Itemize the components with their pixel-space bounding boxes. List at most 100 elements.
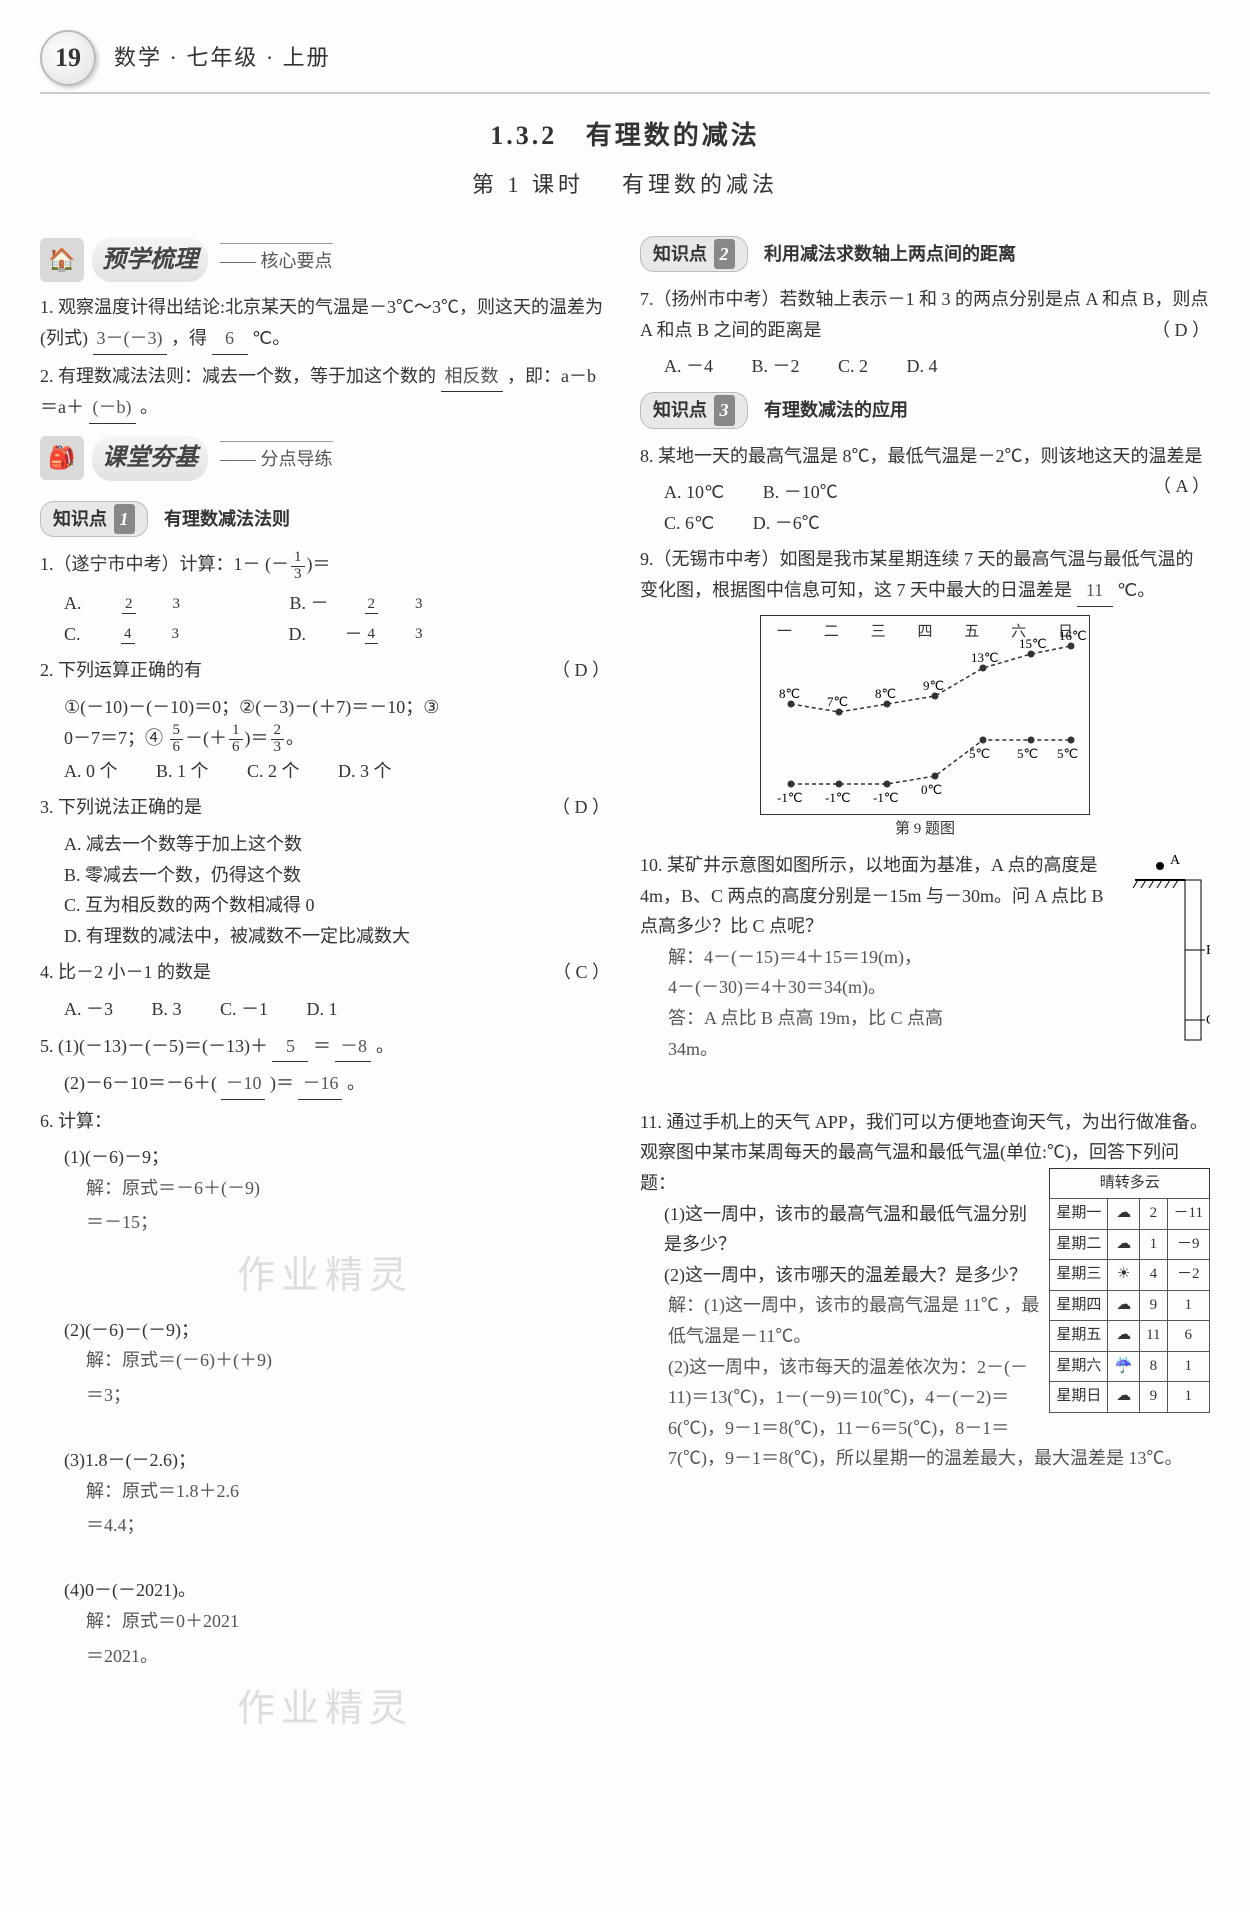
- table-row: 星期二☁1－9: [1050, 1229, 1210, 1260]
- left-column: 🏠 预学梳理 —— 核心要点 1. 观察温度计得出结论:北京某天的气温是－3℃～…: [40, 226, 610, 1748]
- house-icon: 🏠: [40, 238, 84, 282]
- q5-l1c: 。: [376, 1036, 394, 1056]
- q2-C: C. 2 个: [247, 756, 300, 787]
- kp3-label: 知识点: [653, 400, 707, 420]
- section-title: 1.3.2 有理数的减法: [40, 114, 1210, 158]
- q6-p3: (3)1.8－(－2.6)；: [64, 1445, 610, 1476]
- q7-B: B. －2: [752, 351, 800, 382]
- q10-s1: 解：4－(－15)＝4＋15＝19(m)，: [668, 942, 1210, 973]
- q2-opts: A. 0 个 B. 1 个 C. 2 个 D. 3 个: [64, 756, 610, 787]
- q2: 2. 下列运算正确的有 （ D ）: [40, 655, 610, 686]
- kp2-num: 2: [714, 239, 735, 270]
- q7-A: A. －4: [664, 351, 713, 382]
- q8-D: D. －6℃: [753, 508, 820, 539]
- lesson-name: 有理数的减法: [622, 172, 778, 197]
- q1-B: B. －23: [290, 588, 494, 619]
- kp2-label: 知识点: [653, 244, 707, 264]
- lesson-label: 第 1 课时: [472, 172, 584, 197]
- pre2-a: 2. 有理数减法法则：减去一个数，等于加这个数的: [40, 366, 436, 386]
- q2-lines: ①(－10)－(－10)＝0；②(－3)－(＋7)＝－10；③: [64, 692, 610, 723]
- q9-days: 一二三四五六日: [761, 620, 1089, 646]
- q9-caption: 第 9 题图: [640, 817, 1210, 843]
- q9-stem-b: ℃。: [1117, 580, 1155, 600]
- q6-p2s2: ＝3；: [86, 1380, 610, 1411]
- q9: 9.（无锡市中考）如图是我市某星期连续 7 天的最高气温与最低气温的变化图，根据…: [640, 544, 1210, 606]
- q7-D: D. 4: [907, 351, 938, 382]
- q1-A: A. 23: [64, 588, 251, 619]
- q8: 8. 某地一天的最高气温是 8℃，最低气温是－2℃，则该地这天的温差是 （ A …: [640, 441, 1210, 472]
- class-title: 课堂夯基: [92, 436, 208, 481]
- q4: 4. 比－2 小－1 的数是 （ C ）: [40, 957, 610, 988]
- q4-A: A. －3: [64, 994, 113, 1025]
- q11: 11. 通过手机上的天气 APP，我们可以方便地查询天气，为出行做准备。观察图中…: [640, 1107, 1210, 1474]
- q4-opts: A. －3 B. 3 C. －1 D. 1: [64, 994, 610, 1025]
- section-number: 1.3.2: [490, 121, 557, 150]
- kp1-badge: 知识点 1: [40, 501, 148, 538]
- kp1-title: 有理数减法法则: [164, 509, 290, 529]
- q2-D: D. 3 个: [338, 756, 392, 787]
- q8-ans: （ A ）: [1153, 471, 1210, 502]
- preview-sub-text: 核心要点: [261, 251, 333, 271]
- q7-C: C. 2: [838, 351, 868, 382]
- q3-A: A. 减去一个数等于加上这个数: [64, 829, 610, 860]
- q6-p1: (1)(－6)－9；: [64, 1142, 610, 1173]
- q5-l1a: 5. (1)(－13)－(－5)＝(－13)＋: [40, 1036, 268, 1056]
- q2-ans: （ D ）: [552, 655, 610, 686]
- page-number-badge: 19: [40, 30, 96, 86]
- q5: 5. (1)(－13)－(－5)＝(－13)＋ 5 ＝ －8 。: [40, 1031, 610, 1063]
- q3: 3. 下列说法正确的是 （ D ）: [40, 792, 610, 823]
- kp2-badge: 知识点 2: [640, 236, 748, 273]
- watermark-1: 作业精灵: [40, 1244, 610, 1309]
- q3-ans: （ D ）: [552, 792, 610, 823]
- q5-l2a: (2)－6－10＝－6＋(: [64, 1073, 217, 1093]
- q10-s2: 4－(－30)＝4＋30＝34(m)。: [668, 972, 1210, 1003]
- q9-chart: 一二三四五六日 8℃7℃8℃9℃13℃15℃16℃ -1℃-1℃-1℃0℃5℃5…: [760, 615, 1090, 815]
- page-header-text: 数学 · 七年级 · 上册: [114, 39, 331, 76]
- kp3: 知识点 3 有理数减法的应用: [640, 382, 1210, 435]
- kp1-num: 1: [114, 504, 135, 535]
- q7-stem: 7.（扬州市中考）若数轴上表示－1 和 3 的两点分别是点 A 和点 B，则点 …: [640, 289, 1209, 340]
- q5-l2c: 。: [347, 1073, 365, 1093]
- kp2: 知识点 2 利用减法求数轴上两点间的距离: [640, 226, 1210, 279]
- svg-text:8℃: 8℃: [875, 686, 896, 701]
- q1-D: D. －43: [289, 619, 494, 650]
- lesson-title: 第 1 课时 有理数的减法: [40, 166, 1210, 203]
- class-sub: —— 分点导练: [220, 441, 333, 475]
- svg-text:5℃: 5℃: [969, 746, 990, 761]
- svg-text:7℃: 7℃: [827, 694, 848, 709]
- q4-D: D. 1: [307, 994, 338, 1025]
- class-band: 🎒 课堂夯基 —— 分点导练: [40, 436, 610, 481]
- q1: 1.（遂宁市中考）计算：1－ (－13)＝: [40, 549, 610, 582]
- pre1-blank1: 3－(－3): [93, 323, 167, 355]
- pre2-blank2: (－b): [89, 392, 136, 424]
- svg-text:-1℃: -1℃: [777, 790, 802, 805]
- q10-stem: 10. 某矿井示意图如图所示，以地面为基准，A 点的高度是 4m，B、C 两点的…: [640, 855, 1104, 936]
- q6-p2: (2)(－6)－(－9)；: [64, 1315, 610, 1346]
- q4-stem: 4. 比－2 小－1 的数是: [40, 962, 211, 982]
- kp1-label: 知识点: [53, 509, 107, 529]
- q8-stem: 8. 某地一天的最高气温是 8℃，最低气温是－2℃，则该地这天的温差是: [640, 446, 1203, 466]
- q3-stem: 3. 下列说法正确的是: [40, 797, 202, 817]
- q1-opts: A. 23 B. －23 C. 43 D. －43: [64, 588, 610, 649]
- table-row: 星期五☁116: [1050, 1321, 1210, 1352]
- pre2-blank1: 相反数: [441, 361, 503, 393]
- q5-b4: －16: [298, 1068, 342, 1100]
- section-name: 有理数的减法: [586, 121, 760, 150]
- class-sub-text: 分点导练: [261, 449, 333, 469]
- q7-ans: （ D ）: [1152, 315, 1210, 346]
- preview-q2: 2. 有理数减法法则：减去一个数，等于加这个数的 相反数 ，即：a－b＝a＋ (…: [40, 361, 610, 424]
- q10-s4: 34m。: [668, 1034, 1210, 1065]
- q5-2: (2)－6－10＝－6＋( －10 )＝ －16 。: [64, 1068, 610, 1100]
- watermark-2: 作业精灵: [40, 1677, 610, 1742]
- table-row: 星期三☀4－2: [1050, 1260, 1210, 1291]
- pre1-blank2: 6: [212, 323, 248, 355]
- q10: A B C 10. 某矿井示意图如图所示，以地面为基准，A 点的高度是 4m，B…: [640, 850, 1210, 1064]
- q6-stem: 6. 计算：: [40, 1106, 610, 1137]
- pre2-c: 。: [140, 397, 158, 417]
- svg-text:5℃: 5℃: [1057, 746, 1078, 761]
- q2-A: A. 0 个: [64, 756, 118, 787]
- svg-text:5℃: 5℃: [1017, 746, 1038, 761]
- kp2-title: 利用减法求数轴上两点间的距离: [764, 244, 1016, 264]
- svg-text:-1℃: -1℃: [873, 790, 898, 805]
- q9-blank: 11: [1077, 575, 1113, 607]
